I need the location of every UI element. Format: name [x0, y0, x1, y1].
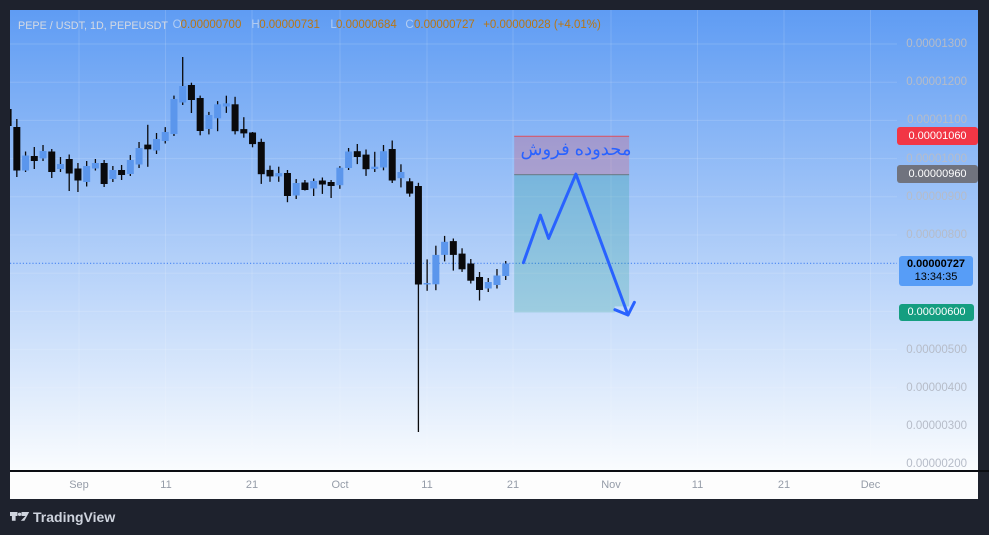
svg-text:محدوده فروش: محدوده فروش [520, 139, 631, 160]
